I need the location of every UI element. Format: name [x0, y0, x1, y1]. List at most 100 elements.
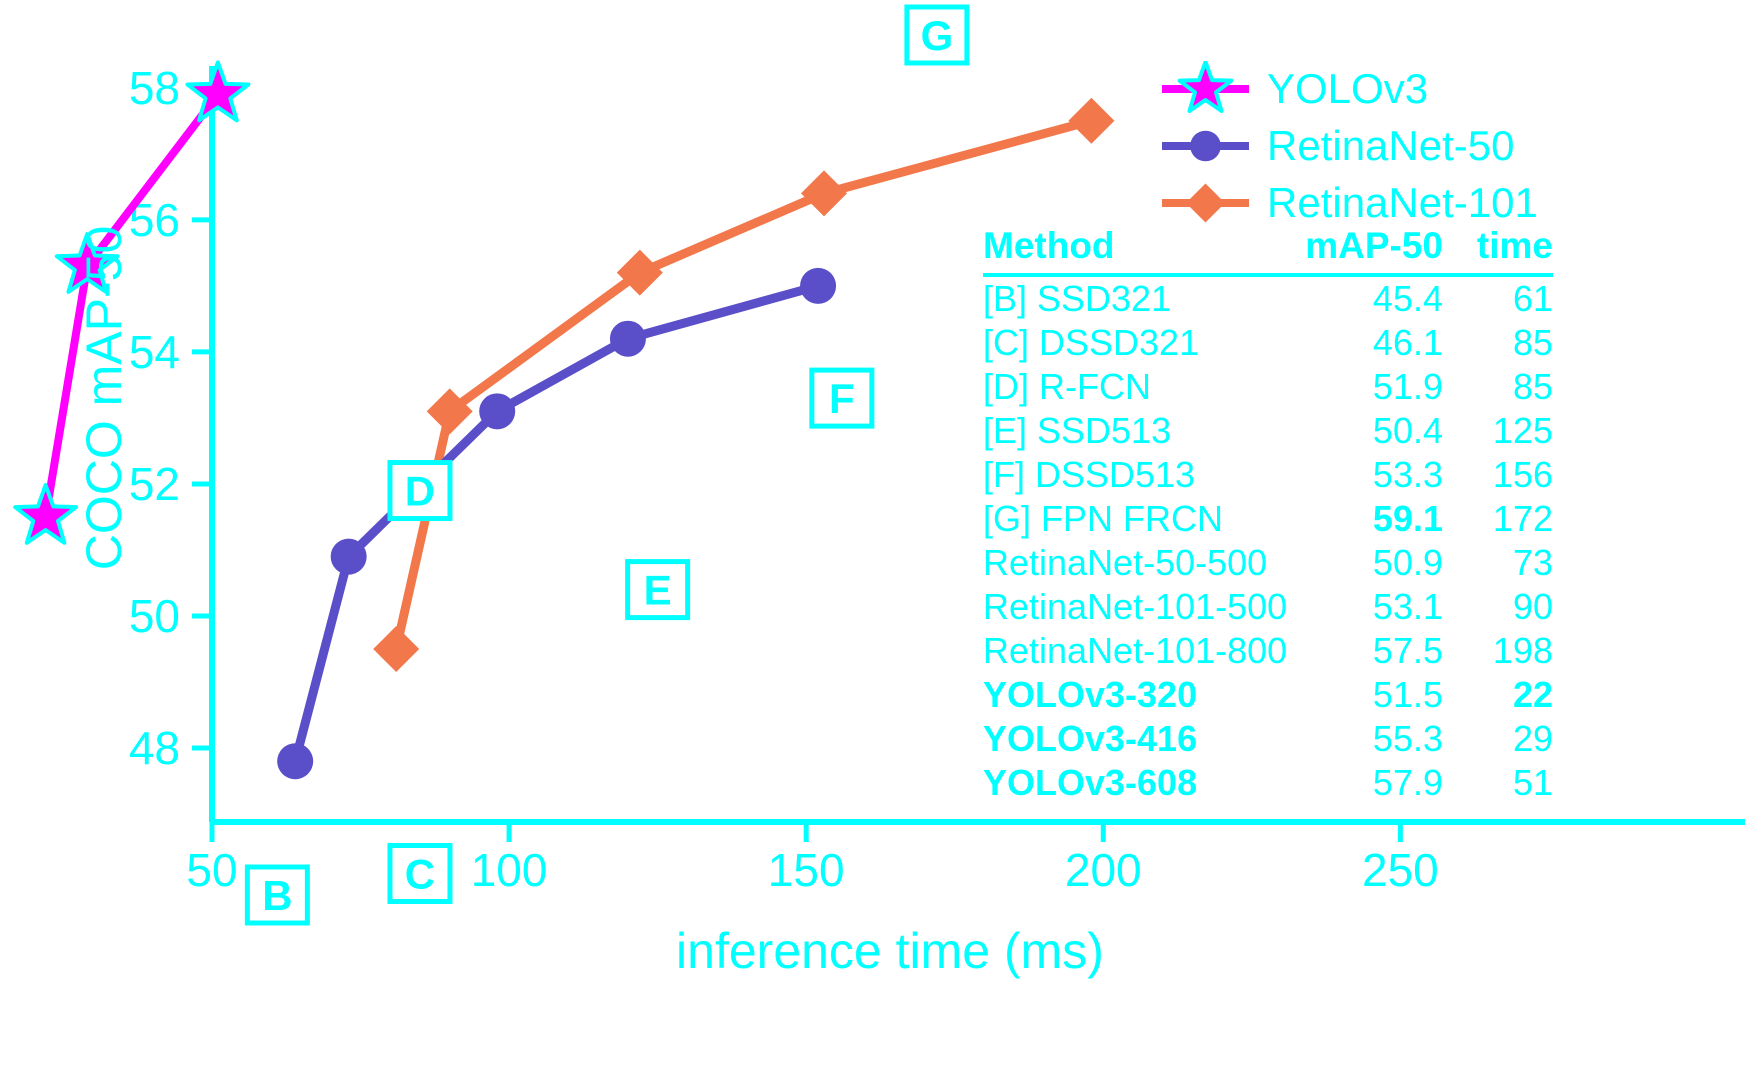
header-time: time: [1476, 225, 1553, 266]
annotation-label-F: F: [829, 375, 855, 422]
x-tick-label: 50: [186, 844, 237, 896]
table-row: [B] SSD321 45.4 61: [983, 277, 1553, 321]
method-cell: [F] DSSD513: [983, 454, 1196, 495]
legend-label-retinanet-101: RetinaNet-101: [1267, 178, 1538, 226]
map-cell: 55.3: [1372, 718, 1443, 759]
method-cell: RetinaNet-101-500: [983, 586, 1288, 627]
y-tick-label: 54: [129, 326, 180, 378]
y-tick-label: 50: [129, 590, 180, 642]
legend-item-retinanet-101: RetinaNet-101: [1158, 174, 1538, 231]
y-axis-label: COCO mAP-50: [76, 225, 132, 571]
RetinaNet-50-line: [290, 281, 823, 766]
map-cell: 57.5: [1372, 630, 1443, 671]
method-cell: RetinaNet-101-800: [983, 630, 1288, 671]
circle-marker: [330, 538, 367, 575]
time-cell: 29: [1512, 718, 1553, 759]
legend-item-retinanet-50: RetinaNet-50: [1158, 117, 1538, 174]
table-row: [E] SSD513 50.4 125: [983, 409, 1553, 453]
diamond-marker: [616, 249, 663, 296]
annotation-box-D: [387, 460, 453, 522]
x-axis-label: inference time (ms): [676, 923, 1104, 979]
map-cell: 51.5: [1372, 674, 1443, 715]
table-row: RetinaNet-101-800 57.5 198: [983, 629, 1553, 673]
retinanet-50-circle-icon: [1162, 130, 1249, 161]
method-cell: YOLOv3-320: [983, 674, 1198, 715]
annotation-label-D: D: [405, 468, 435, 515]
legend: YOLOv3 RetinaNet-50 RetinaNet-101: [1158, 60, 1538, 231]
method-cell: [B] SSD321: [983, 278, 1172, 319]
legend-item-yolov3: YOLOv3: [1158, 60, 1538, 117]
table-row: YOLOv3-320 51.5 22: [983, 673, 1553, 717]
time-cell: 22: [1512, 674, 1553, 715]
annotation-label-G: G: [921, 12, 954, 59]
x-tick-label: 100: [471, 844, 548, 896]
results-table-header: Method mAP-50 time: [983, 225, 1553, 277]
map-cell: 59.1: [1372, 498, 1443, 539]
results-table-body: [B] SSD321 45.4 61 [C] DSSD321 46.1 85 […: [983, 277, 1553, 805]
table-row: [D] R-FCN 51.9 85: [983, 365, 1553, 409]
map-cell: 50.9: [1372, 542, 1443, 583]
map-cell: 51.9: [1372, 366, 1443, 407]
time-cell: 156: [1492, 454, 1553, 495]
method-cell: RetinaNet-50-500: [983, 542, 1268, 583]
circle-marker: [277, 743, 314, 780]
map-cell: 53.3: [1372, 454, 1443, 495]
time-cell: 51: [1512, 762, 1553, 803]
map-cell: 53.1: [1372, 586, 1443, 627]
star-marker: [185, 60, 251, 123]
map-cell: 50.4: [1372, 410, 1443, 451]
map-cell: 46.1: [1372, 322, 1443, 363]
header-map: mAP-50: [1305, 225, 1443, 266]
diamond-marker: [373, 626, 420, 673]
table-row: [F] DSSD513 53.3 156: [983, 453, 1553, 497]
time-cell: 73: [1512, 542, 1553, 583]
circle-marker: [800, 267, 837, 304]
legend-label-yolov3: YOLOv3: [1267, 64, 1429, 112]
annotation-box-F: [809, 367, 875, 429]
star-marker: [13, 483, 79, 545]
annotation-box-G: [904, 4, 970, 66]
y-tick-label: 58: [129, 62, 180, 114]
method-cell: [G] FPN FRCN: [983, 498, 1223, 539]
circle-marker: [479, 393, 516, 430]
map-cell: 57.9: [1372, 762, 1443, 803]
annotation-box-E: [625, 559, 691, 621]
annotation-label-E: E: [644, 567, 672, 614]
yolov3-star-icon: [1162, 60, 1249, 113]
annotation-label-B: B: [262, 872, 292, 919]
header-method: Method: [983, 225, 1115, 266]
retinanet-101-diamond-icon: [1162, 182, 1249, 223]
table-row: [C] DSSD321 46.1 85: [983, 321, 1553, 365]
method-cell: YOLOv3-608: [983, 762, 1198, 803]
results-table: Method mAP-50 time [B] SSD321 45.4 61 [C…: [983, 225, 1553, 805]
table-row: RetinaNet-50-500 50.9 73: [983, 541, 1553, 585]
table-row: YOLOv3-416 55.3 29: [983, 717, 1553, 761]
y-tick-label: 52: [129, 458, 180, 510]
method-cell: [C] DSSD321: [983, 322, 1200, 363]
diamond-marker: [801, 170, 848, 217]
legend-label-retinanet-50: RetinaNet-50: [1267, 121, 1515, 169]
time-cell: 198: [1492, 630, 1553, 671]
table-row: RetinaNet-101-500 53.1 90: [983, 585, 1553, 629]
time-cell: 85: [1512, 322, 1553, 363]
star-marker: [54, 232, 120, 294]
x-tick-label: 150: [768, 844, 845, 896]
annotation-label-C: C: [405, 851, 435, 898]
diamond-marker: [1185, 182, 1226, 223]
annotation-box-C: [387, 843, 453, 905]
time-cell: 61: [1512, 278, 1553, 319]
map-cell: 45.4: [1372, 278, 1443, 319]
x-tick-label: 250: [1362, 844, 1439, 896]
star-marker: [1177, 60, 1234, 113]
x-tick-label: 200: [1065, 844, 1142, 896]
circle-marker: [609, 320, 646, 357]
table-row: YOLOv3-608 57.9 51: [983, 761, 1553, 805]
table-row: [G] FPN FRCN 59.1 172: [983, 497, 1553, 541]
circle-marker: [1190, 130, 1221, 161]
annotation-box-B: [244, 864, 310, 926]
time-cell: 125: [1492, 410, 1553, 451]
time-cell: 172: [1492, 498, 1553, 539]
method-cell: [E] SSD513: [983, 410, 1172, 451]
